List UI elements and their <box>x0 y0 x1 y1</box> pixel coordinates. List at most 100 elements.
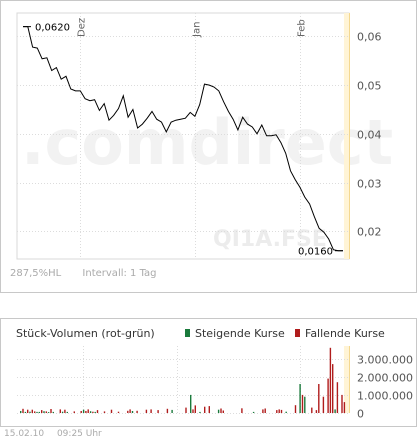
high-label: 0,0620 <box>35 23 70 34</box>
volume-y-tick-label: 1.000.000 <box>357 390 413 403</box>
volume-bar <box>204 406 206 413</box>
y-tick-label: 0,06 <box>357 31 382 44</box>
volume-bar <box>24 411 27 413</box>
price-chart-panel: .comdirect QI1A.FSE 0,06 0,05 0,04 0,03 0,02… <box>0 0 417 293</box>
volume-bar <box>87 409 89 413</box>
volume-bar <box>89 411 92 413</box>
volume-bar <box>96 410 99 413</box>
x-tick-label: Jan <box>192 22 203 38</box>
y-tick-label: 0,03 <box>357 178 382 191</box>
price-change: 287,5%HL <box>10 268 62 279</box>
volume-bar <box>85 411 87 413</box>
volume-bar <box>276 410 278 413</box>
x-tick-label: Dez <box>77 18 88 37</box>
volume-bar <box>22 408 24 413</box>
volume-bar <box>45 411 47 413</box>
footer: 15.02.10 09:25 Uhr <box>4 429 112 439</box>
low-label: 0,0160 <box>298 247 333 258</box>
legend-rising-label: Steigende Kurse <box>195 327 285 340</box>
current-band <box>344 13 349 259</box>
falling-swatch <box>295 329 300 337</box>
volume-y-tick-label: 3.000.000 <box>357 354 413 367</box>
volume-bar <box>117 411 120 413</box>
volume-bar <box>43 411 45 413</box>
volume-bar <box>52 411 54 413</box>
volume-bar <box>80 411 82 413</box>
volume-bar <box>92 411 94 413</box>
price-series-line <box>23 26 343 252</box>
volume-title: Stück-Volumen (rot-grün) <box>16 327 155 340</box>
price-info: 287,5%HL Intervall: 1 Tag <box>10 268 175 279</box>
volume-bar <box>66 411 68 413</box>
footer-date: 15.02.10 <box>4 429 45 439</box>
rising-swatch <box>185 329 190 337</box>
volume-bar <box>327 378 329 413</box>
volume-bar <box>34 411 36 413</box>
volume-bar <box>64 409 66 413</box>
volume-bar <box>252 411 255 413</box>
volume-bar <box>304 396 306 413</box>
volume-y-tick-label: 0 <box>357 408 364 421</box>
volume-bar <box>136 410 138 413</box>
legend-falling: Fallende Kurse <box>295 327 385 340</box>
volume-bar <box>329 347 332 413</box>
volume-bar <box>131 411 134 413</box>
volume-bar <box>41 410 43 413</box>
volume-bar <box>157 410 159 413</box>
volume-bar <box>61 411 64 413</box>
volume-bar <box>294 405 297 413</box>
volume-bar <box>264 408 266 413</box>
volume-bar <box>194 405 196 413</box>
volume-bar <box>220 408 222 413</box>
volume-y-tick-label: 2.000.000 <box>357 372 413 385</box>
interval-label: Intervall: 1 Tag <box>82 268 157 279</box>
volume-bar <box>94 411 96 413</box>
volume-bar <box>280 409 283 413</box>
volume-bar <box>285 411 287 413</box>
volume-bar <box>262 409 264 413</box>
volume-bar <box>145 409 148 413</box>
x-tick-label: Feb <box>297 19 308 37</box>
volume-bar <box>241 408 243 413</box>
volume-bar <box>192 409 194 413</box>
volume-bar <box>190 394 192 413</box>
volume-bar <box>185 407 187 413</box>
volume-bar <box>299 384 301 413</box>
volume-bar <box>171 409 173 413</box>
volume-bar <box>217 409 220 413</box>
volume-bar <box>82 409 85 413</box>
volume-bar <box>322 396 325 413</box>
volume-bar <box>199 411 201 413</box>
volume-bar <box>334 409 336 413</box>
volume-bar <box>315 410 318 413</box>
volume-bar <box>47 412 50 413</box>
y-tick-label: 0,05 <box>357 80 382 93</box>
volume-bar <box>301 394 304 413</box>
legend-rising: Steigende Kurse <box>185 327 285 340</box>
volume-bar <box>36 411 38 413</box>
footer-time: 09:25 Uhr <box>56 429 102 439</box>
volume-bar <box>127 410 129 413</box>
volume-bar <box>31 409 33 413</box>
volume-bar <box>29 411 31 413</box>
volume-bar <box>20 411 22 413</box>
volume-bar <box>129 409 131 413</box>
y-tick-label: 0,02 <box>357 226 382 239</box>
volume-bar <box>222 410 224 413</box>
volume-bar <box>50 409 52 413</box>
volume-bar <box>27 409 29 413</box>
volume-bar <box>318 384 320 413</box>
volume-bar <box>208 406 210 413</box>
volume-bar <box>343 402 346 413</box>
volume-bar <box>336 382 339 413</box>
volume-bar <box>166 408 169 413</box>
volume-bar <box>311 407 313 413</box>
volume-chart: 3.000.000 2.000.000 1.000.000 0 <box>17 346 413 421</box>
volume-bar <box>73 411 75 413</box>
volume-bar <box>110 409 113 413</box>
volume-bar <box>103 411 106 413</box>
volume-current-band <box>344 346 349 413</box>
legend-falling-label: Fallende Kurse <box>305 327 385 340</box>
volume-bar <box>38 411 40 413</box>
price-chart: .comdirect QI1A.FSE 0,060,050,040,030,02… <box>16 12 393 260</box>
